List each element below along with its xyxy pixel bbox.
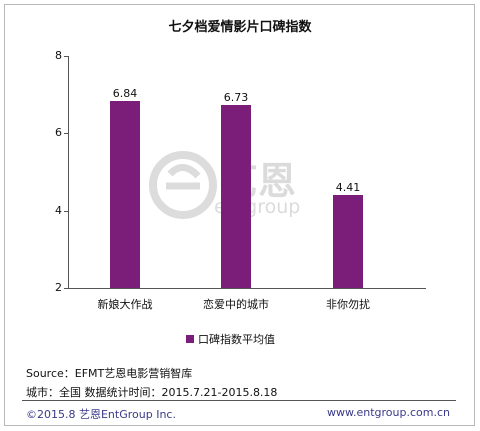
category-label-1: 恋爱中的城市 — [203, 298, 269, 311]
legend-swatch — [186, 335, 194, 343]
copyright-text: ©2015.8 艺恩EntGroup Inc. — [26, 408, 176, 421]
source-note: Source：EFMT艺恩电影营销智库 — [26, 367, 193, 380]
bar-1 — [221, 105, 251, 288]
legend-label: 口碑指数平均值 — [198, 333, 275, 346]
chart-title: 七夕档爱情影片口碑指数 — [168, 20, 312, 35]
scope-note: 城市：全国 数据统计时间：2015.7.21-2015.8.18 — [26, 386, 278, 399]
y-tick-mark-0 — [64, 288, 69, 289]
x-axis — [68, 288, 426, 289]
bar-value-label-2: 4.41 — [335, 180, 361, 194]
entgroup-logo-icon — [149, 151, 217, 219]
y-tick-label-2: 6 — [55, 126, 62, 140]
website-link[interactable]: www.entgroup.com.cn — [327, 406, 450, 419]
bar-value-label-1: 6.73 — [223, 91, 249, 105]
y-tick-mark-1 — [64, 210, 69, 212]
bar-0 — [110, 100, 140, 288]
bar-value-label-0: 6.84 — [112, 86, 138, 100]
bar-2 — [333, 194, 363, 288]
y-tick-mark-3 — [64, 56, 69, 57]
chart-frame — [4, 4, 475, 426]
y-tick-mark-2 — [64, 133, 69, 135]
y-axis — [68, 56, 69, 288]
category-label-2: 非你勿扰 — [326, 298, 370, 311]
y-tick-label-1: 4 — [55, 203, 62, 217]
footer-divider — [22, 400, 456, 401]
category-label-0: 新娘大作战 — [97, 298, 153, 311]
y-tick-label-3: 8 — [55, 49, 62, 62]
legend: 口碑指数平均值 — [186, 331, 275, 347]
y-tick-label-0: 2 — [55, 281, 62, 294]
